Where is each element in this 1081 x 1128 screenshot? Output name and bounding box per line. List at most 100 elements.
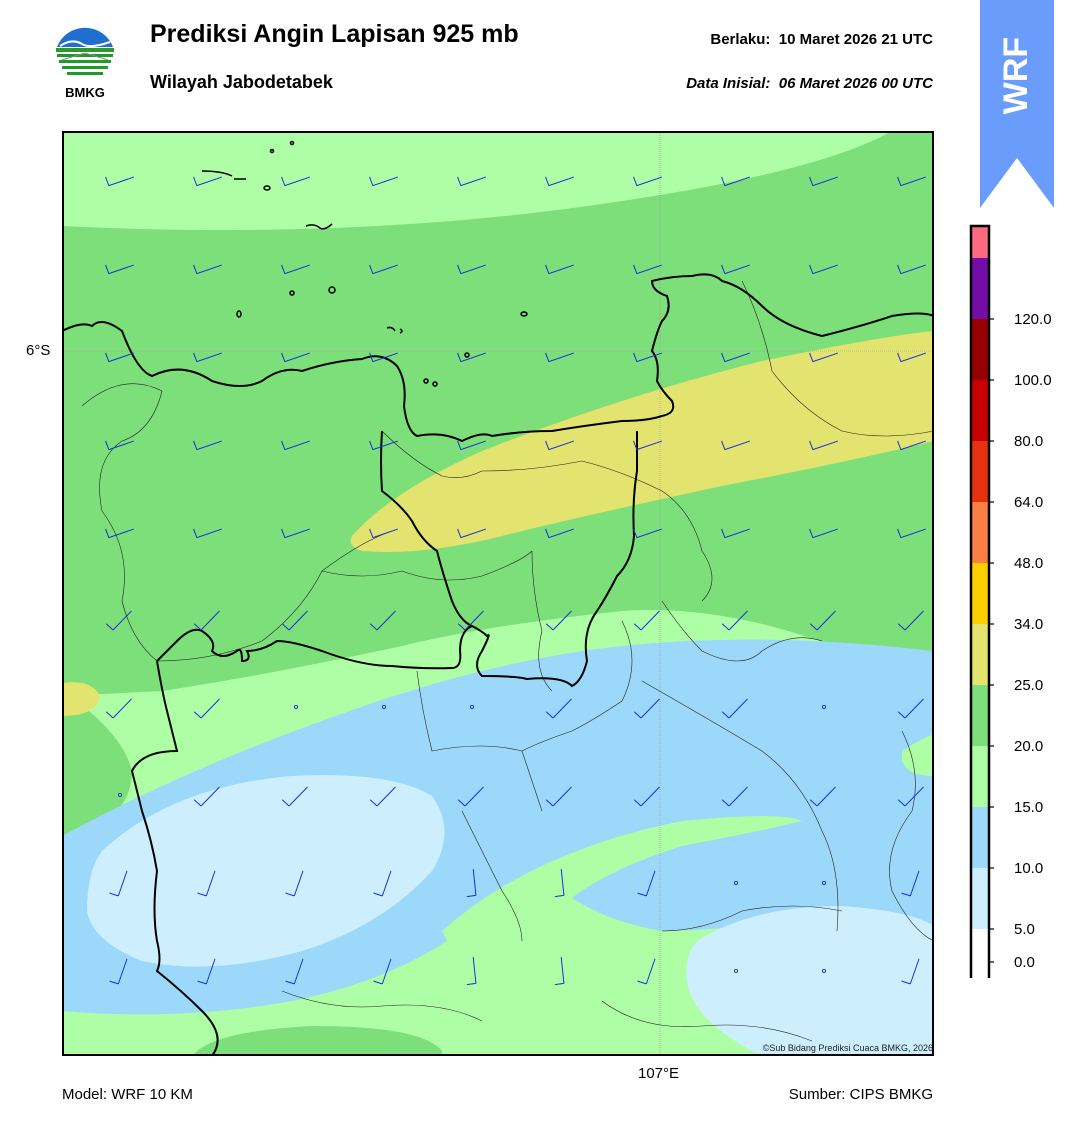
wind-barb [281, 352, 311, 363]
colorbar-label: 10.0 [1014, 860, 1043, 877]
calm-marker [117, 792, 123, 798]
province-borders [62, 273, 934, 1056]
wind-barb [633, 352, 663, 363]
wind-barb [897, 352, 927, 363]
wind-barb [897, 786, 924, 807]
wind-barb [457, 610, 484, 631]
wind-barb [721, 610, 748, 631]
band-15-20-bottom [192, 1026, 442, 1056]
init-label: Data Inisial: [686, 75, 771, 92]
wind-barb [457, 528, 487, 539]
calm-marker [293, 704, 299, 710]
wind-barb [633, 264, 663, 275]
wind-barb [721, 264, 751, 275]
wind-barb [105, 440, 135, 451]
wind-barb [193, 698, 220, 719]
wind-barb [193, 352, 223, 363]
wind-barb [633, 528, 663, 539]
wind-barb [466, 957, 477, 986]
wind-barb [457, 352, 487, 363]
wind-barb [281, 786, 308, 807]
bmkg-logo-icon [52, 20, 118, 100]
wind-barb [721, 786, 748, 807]
colorbar-segment [971, 929, 989, 978]
colorbar-segment [971, 746, 989, 807]
band-10-15-right [902, 735, 934, 776]
wind-barb [105, 264, 135, 275]
wrf-tag-badge [980, 0, 1054, 208]
colorbar: 0.0 5.0 10.0 15.0 20.0 25.0 34.0 48.0 64.0 80.0 10… [969, 224, 1052, 978]
wind-barb [457, 264, 487, 275]
calm-marker [821, 968, 827, 974]
wind-barb [193, 440, 223, 451]
colorbar-segment [971, 624, 989, 685]
colorbar-segment [971, 868, 989, 929]
wind-barb [105, 698, 132, 719]
wind-barb [369, 528, 399, 539]
wind-barb [369, 352, 399, 363]
model-label: Model: WRF 10 KM [62, 1086, 193, 1103]
colorbar-segment [971, 563, 989, 624]
wind-barb [281, 176, 311, 187]
wind-barb [545, 440, 575, 451]
wind-barb [897, 176, 927, 187]
wind-barb [109, 958, 128, 985]
wind-barb [281, 264, 311, 275]
wind-barb [554, 869, 565, 898]
wind-barb [897, 610, 924, 631]
colorbar-label: 100.0 [1014, 372, 1052, 389]
wind-barb [457, 440, 487, 451]
wind-barb [193, 610, 220, 631]
wind-map-svg [62, 131, 934, 1056]
init-time: Data Inisial: 06 Maret 2026 00 UTC [686, 75, 933, 92]
logo-text: BMKG [65, 85, 105, 100]
wind-barb [545, 786, 572, 807]
band-15-20-top [62, 131, 934, 696]
wrf-tag-text: WRF [997, 36, 1036, 114]
valid-time: Berlaku: 10 Maret 2026 21 UTC [710, 31, 933, 48]
wind-map [62, 131, 934, 1056]
wind-barb [105, 528, 135, 539]
wind-barbs [105, 176, 927, 986]
wind-barb [193, 528, 223, 539]
source-label: Sumber: CIPS BMKG [788, 1086, 933, 1103]
wind-barb [105, 176, 135, 187]
colorbar-label: 120.0 [1014, 311, 1052, 328]
wind-barb [554, 957, 565, 986]
colorbar-segment [971, 807, 989, 868]
wind-barb [105, 610, 132, 631]
wind-barb [721, 440, 751, 451]
colorbar-segment [971, 502, 989, 563]
valid-label: Berlaku: [710, 31, 771, 48]
wind-barb [901, 958, 920, 985]
calm-marker [821, 880, 827, 886]
wind-barb [637, 870, 656, 897]
wind-barb [373, 958, 392, 985]
band-20-25 [350, 331, 934, 552]
colorbar-label: 80.0 [1014, 433, 1043, 450]
colorbar-label: 64.0 [1014, 494, 1043, 511]
wind-barb [633, 698, 660, 719]
colorbar-segment-top [971, 226, 989, 258]
colorbar-segment [971, 319, 989, 380]
init-value: 06 Maret 2026 00 UTC [778, 75, 933, 92]
wind-barb [285, 870, 304, 897]
wind-barb [633, 610, 660, 631]
wind-barb [197, 958, 216, 985]
wind-barb [369, 176, 399, 187]
colorbar-segment [971, 258, 989, 319]
wind-barb [545, 264, 575, 275]
wind-barb [721, 176, 751, 187]
wind-barb [633, 176, 663, 187]
wind-barb [633, 786, 660, 807]
wind-barb [545, 698, 572, 719]
colorbar-label: 5.0 [1014, 921, 1035, 938]
wind-barb [897, 264, 927, 275]
wind-barb [637, 958, 656, 985]
copyright-text: ©Sub Bidang Prediksi Cuaca BMKG, 2026 [762, 1043, 933, 1053]
wind-barb [281, 440, 311, 451]
wind-barb [721, 352, 751, 363]
calm-marker [821, 704, 827, 710]
wind-barb [809, 528, 839, 539]
wind-barb [721, 528, 751, 539]
